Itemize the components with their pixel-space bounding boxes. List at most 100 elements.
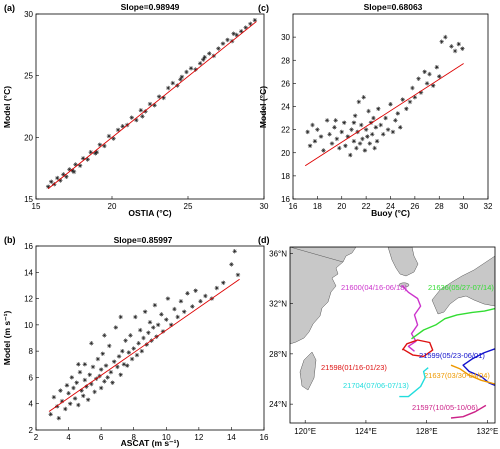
data-point — [166, 85, 171, 91]
data-point — [225, 37, 230, 43]
y-tick-label: 14 — [24, 268, 33, 277]
data-point — [348, 152, 353, 158]
data-point — [424, 81, 430, 86]
data-point — [357, 141, 363, 146]
x-axis-label: OSTIA (°C) — [128, 208, 171, 218]
data-point — [108, 369, 114, 375]
data-point — [102, 143, 107, 149]
data-point — [120, 348, 125, 354]
y-tick-label: 10 — [24, 321, 33, 330]
data-point — [374, 138, 380, 144]
data-point — [188, 66, 194, 71]
data-point — [385, 127, 391, 132]
data-point — [203, 293, 208, 299]
x-tick-label: 32 — [484, 202, 493, 211]
data-point — [87, 372, 92, 377]
data-point — [321, 148, 326, 153]
data-point — [372, 145, 377, 151]
data-point — [378, 122, 383, 128]
data-point — [362, 148, 368, 153]
land-korea — [387, 247, 419, 277]
data-point — [138, 108, 144, 113]
x-tick-label: 24 — [386, 202, 395, 211]
drifter-track-label: 21637(03/30-04/04) — [424, 371, 490, 380]
y-tick-label: 20 — [281, 149, 290, 158]
data-point — [138, 327, 143, 333]
y-tick-label: 28 — [281, 56, 290, 65]
x-tick-label: 15 — [32, 202, 41, 211]
data-point — [175, 314, 180, 320]
data-point — [56, 415, 61, 421]
data-point — [393, 118, 398, 123]
chart-a: 15 20 25 30 15 20 25 30 OSTIA (°C) Model (°C) — [2, 10, 269, 218]
data-point — [339, 129, 344, 135]
data-point — [366, 108, 371, 114]
data-point — [115, 127, 121, 133]
data-point — [360, 136, 365, 142]
data-point — [198, 299, 203, 304]
data-point — [123, 338, 128, 343]
data-point — [333, 118, 338, 123]
data-point — [437, 74, 442, 79]
drifter-track-label: 21636(05/27-07/14) — [428, 283, 494, 292]
data-point — [147, 101, 153, 107]
data-point — [89, 341, 94, 346]
data-point — [380, 132, 386, 137]
y-axis-label: Model (m s⁻¹) — [2, 311, 12, 366]
data-point — [63, 406, 68, 412]
data-point — [356, 99, 362, 105]
data-point — [51, 394, 57, 400]
data-point — [332, 125, 337, 130]
data-point — [184, 69, 189, 75]
data-point — [129, 115, 134, 120]
data-point — [422, 69, 427, 75]
data-point — [118, 314, 123, 320]
data-point — [361, 95, 366, 100]
data-point — [351, 120, 357, 125]
map-ticks: 120°E 124°E 128°E 132°E 24°N 28°N 32°N 36°N — [269, 249, 498, 436]
data-point — [434, 64, 440, 70]
data-point — [116, 354, 122, 359]
y-tick-label: 22 — [281, 126, 290, 135]
data-point — [232, 249, 237, 254]
land-japan — [431, 255, 495, 315]
land-north-coast — [290, 247, 357, 263]
data-point — [49, 179, 54, 184]
data-point — [363, 127, 369, 132]
map-y-tick-label: 28°N — [269, 350, 287, 359]
data-point — [100, 351, 105, 356]
data-point — [239, 29, 244, 34]
data-point — [58, 388, 63, 393]
x-tick-label: 6 — [99, 433, 104, 442]
data-point — [85, 397, 91, 402]
data-point — [143, 109, 148, 114]
map-x-tick-label: 120°E — [294, 427, 316, 436]
data-point — [460, 46, 465, 51]
y-tick-label: 26 — [281, 79, 290, 88]
data-point — [179, 74, 185, 80]
fit-line — [47, 21, 257, 190]
chart-b-title: Slope=0.85997 — [114, 235, 173, 245]
data-point — [126, 350, 132, 355]
data-point — [85, 157, 90, 162]
data-point — [307, 143, 313, 149]
x-tick-label: 8 — [131, 433, 136, 442]
data-point — [151, 325, 156, 330]
y-tick-label: 2 — [29, 426, 34, 435]
fit-line — [48, 278, 240, 412]
data-point — [67, 167, 72, 172]
data-point — [136, 341, 141, 346]
drifter-track-label: 21600(04/16-06/18) — [341, 283, 407, 292]
data-point — [155, 322, 161, 328]
data-point — [102, 379, 107, 384]
y-tick-label: 30 — [281, 33, 290, 42]
data-point — [359, 122, 364, 128]
data-point — [118, 372, 123, 377]
data-point — [216, 46, 221, 51]
data-point — [371, 115, 376, 121]
data-point — [110, 380, 115, 385]
data-point — [172, 306, 177, 312]
data-point — [390, 129, 396, 135]
x-tick-label: 16 — [289, 202, 298, 211]
data-point — [64, 383, 70, 388]
